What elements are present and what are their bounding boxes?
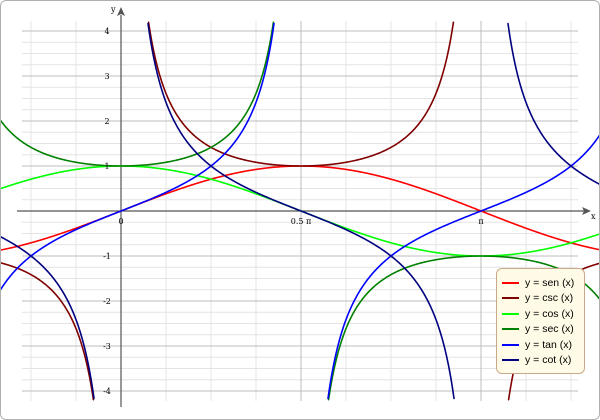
legend-label: y = sen (x)	[525, 276, 575, 289]
legend-label: y = csc (x)	[525, 292, 574, 305]
y-tick-label: -3	[103, 342, 111, 351]
legend-swatch	[502, 359, 519, 362]
legend-label: y = cot (x)	[525, 354, 572, 367]
legend-swatch	[502, 297, 519, 300]
series-tan-line	[1, 22, 599, 400]
y-axis-arrow	[117, 7, 125, 16]
y-tick-label: 2	[104, 117, 109, 126]
legend-item-sec: y = sec (x)	[502, 322, 580, 338]
y-tick-label: -4	[103, 387, 111, 396]
legend: y = sen (x) y = csc (x) y = cos (x) y = sec…	[496, 268, 585, 374]
y-axis-label: y	[110, 5, 116, 14]
x-tick-label: 0.5 π	[291, 217, 312, 226]
y-tick-label: 4	[104, 27, 109, 36]
legend-item-csc: y = csc (x)	[502, 291, 580, 307]
y-tick-label: -1	[103, 252, 111, 261]
legend-swatch	[502, 343, 519, 346]
y-tick-label: 3	[104, 72, 109, 81]
x-axis-label: x	[591, 212, 596, 221]
curves	[1, 21, 599, 401]
legend-item-cos: y = cos (x)	[502, 306, 580, 322]
legend-item-sin: y = sen (x)	[502, 275, 580, 291]
y-tick-label: -2	[103, 297, 111, 306]
legend-item-tan: y = tan (x)	[502, 337, 580, 353]
x-tick-label: 0	[118, 217, 123, 226]
legend-label: y = sec (x)	[525, 323, 574, 336]
x-tick-label: π	[478, 217, 483, 226]
legend-label: y = cos (x)	[525, 307, 574, 320]
y-tick-label: 1	[104, 162, 109, 171]
legend-swatch	[502, 281, 519, 284]
x-axis-arrow	[582, 207, 591, 215]
legend-item-cot: y = cot (x)	[502, 353, 580, 369]
legend-swatch	[502, 328, 519, 331]
series-cot-line	[1, 22, 599, 400]
legend-label: y = tan (x)	[525, 338, 572, 351]
legend-swatch	[502, 312, 519, 315]
